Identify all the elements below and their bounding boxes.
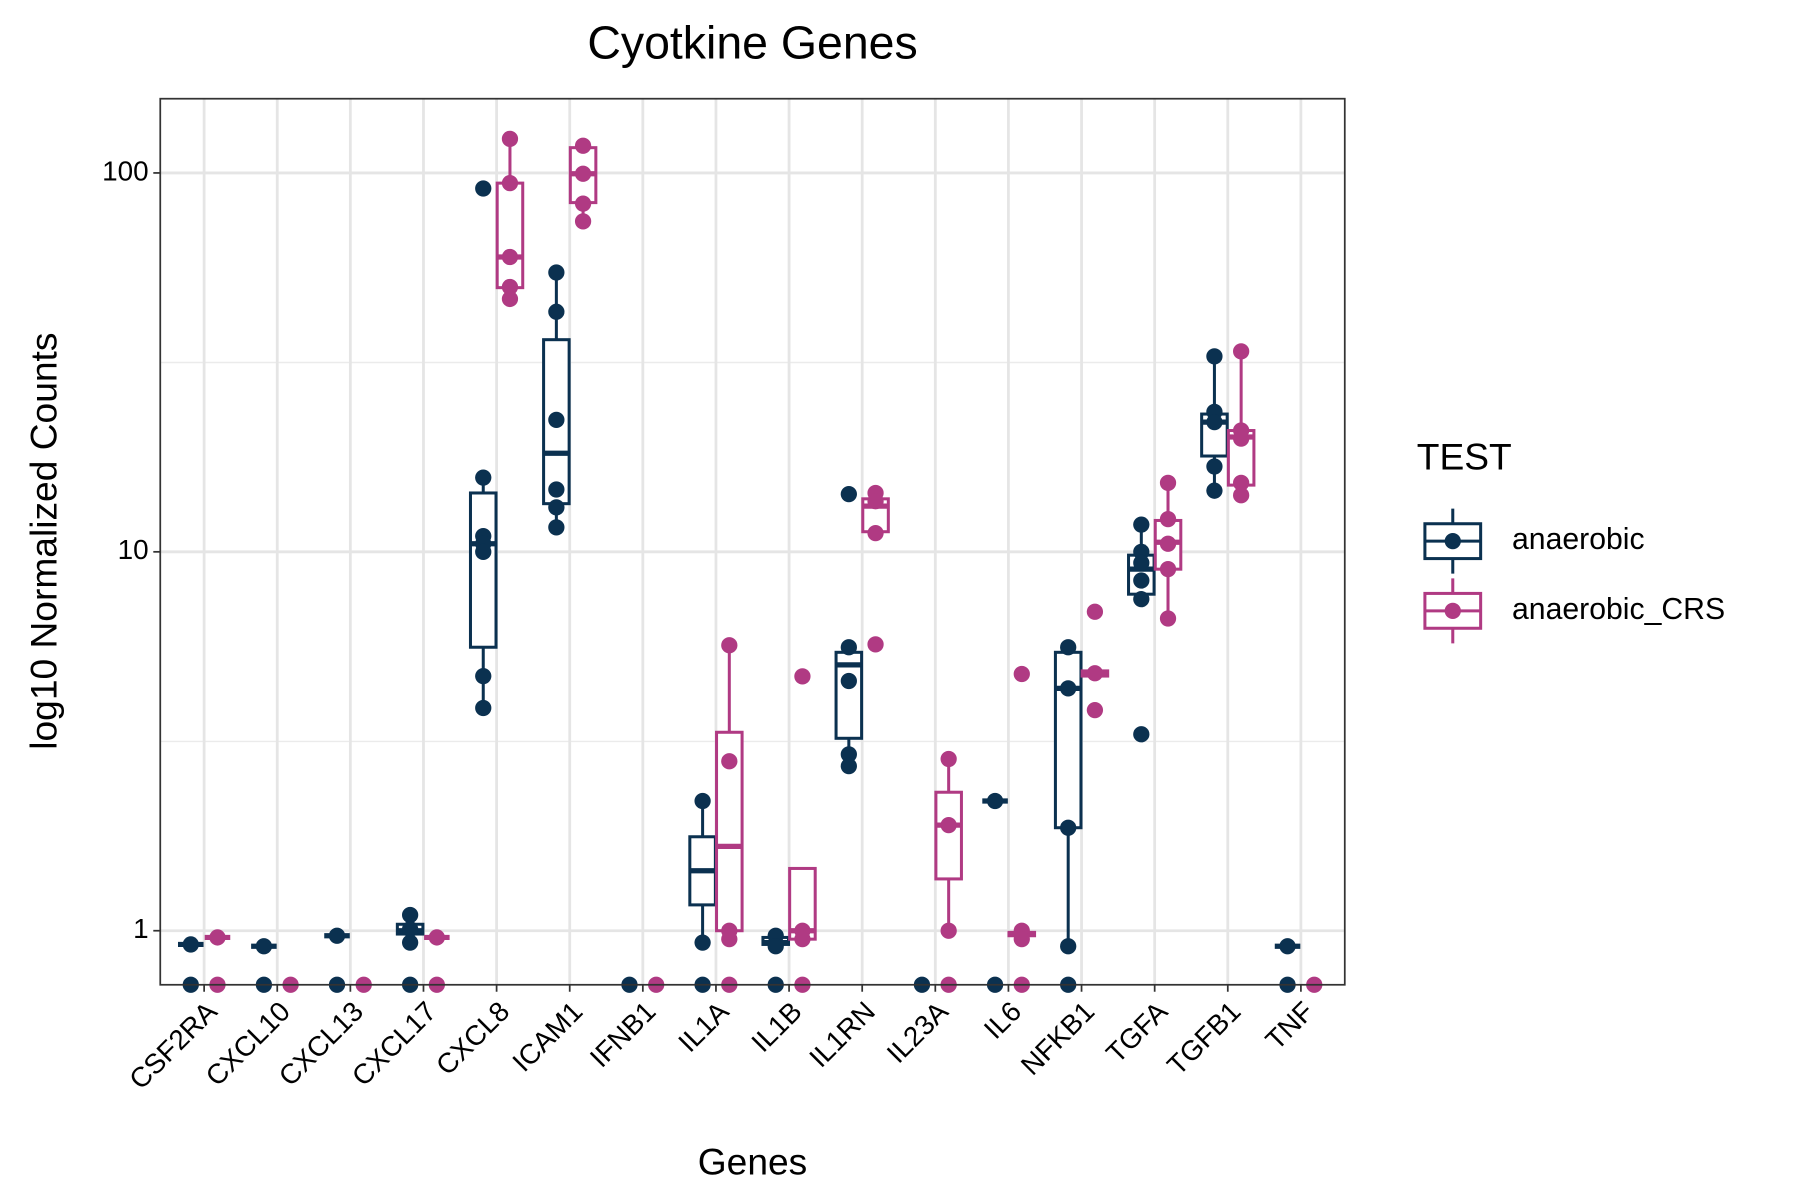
point	[475, 180, 492, 197]
point	[574, 195, 592, 212]
point	[548, 499, 565, 516]
point	[840, 746, 857, 763]
point	[501, 278, 519, 296]
point	[1206, 458, 1223, 475]
point	[1133, 572, 1150, 589]
point	[721, 931, 738, 948]
point	[940, 750, 957, 768]
point	[840, 639, 857, 656]
point	[548, 411, 565, 428]
panel-border	[159, 97, 1346, 986]
point	[402, 934, 419, 951]
legend-label: anaerobic	[1512, 523, 1645, 556]
point	[255, 938, 273, 955]
point	[501, 174, 519, 192]
point	[548, 519, 565, 536]
point	[867, 525, 884, 542]
point	[1233, 474, 1250, 492]
point	[1060, 819, 1077, 836]
point	[328, 927, 346, 944]
point	[182, 936, 199, 953]
point	[940, 816, 957, 834]
point	[1013, 931, 1030, 948]
point	[1279, 938, 1296, 955]
point	[1206, 482, 1223, 499]
point	[986, 792, 1004, 810]
point	[1233, 487, 1250, 504]
point	[501, 248, 519, 266]
point	[548, 264, 565, 281]
point	[1086, 603, 1104, 620]
point	[940, 922, 957, 939]
x-axis-title: Genes	[698, 1141, 807, 1183]
legend-title: TEST	[1417, 436, 1512, 478]
point	[574, 213, 592, 230]
point	[694, 934, 711, 951]
point	[1133, 516, 1150, 533]
point	[548, 303, 565, 320]
point	[475, 667, 492, 685]
point	[1206, 413, 1223, 431]
legend-label: anaerobic_CRS	[1512, 593, 1725, 626]
point	[1060, 938, 1077, 955]
chart-title: Cyotkine Genes	[587, 17, 917, 69]
point	[475, 469, 492, 486]
point	[1233, 430, 1250, 447]
point	[694, 792, 711, 810]
point	[1060, 639, 1077, 656]
point	[1159, 510, 1177, 528]
point	[574, 165, 592, 182]
point	[1159, 474, 1177, 492]
point	[501, 130, 519, 148]
point	[475, 699, 492, 717]
point	[1159, 561, 1177, 578]
point	[574, 137, 592, 154]
point	[548, 481, 565, 498]
point	[840, 485, 857, 503]
y-tick-label: 100	[102, 155, 148, 186]
point	[767, 938, 784, 955]
point	[1086, 665, 1104, 682]
point	[794, 668, 811, 685]
point	[1206, 348, 1223, 365]
y-axis-title: log10 Normalized Counts	[22, 333, 64, 750]
box	[934, 790, 963, 881]
box	[1053, 650, 1083, 830]
point	[1133, 726, 1150, 743]
point	[402, 906, 419, 924]
legend-point	[1444, 602, 1461, 619]
box	[468, 491, 498, 649]
legend-point	[1444, 533, 1461, 550]
point	[428, 929, 445, 946]
point	[1013, 665, 1030, 683]
point	[867, 493, 884, 510]
point	[721, 753, 738, 770]
point	[1159, 535, 1177, 552]
point	[1133, 591, 1150, 608]
point	[402, 920, 419, 938]
point	[794, 931, 811, 948]
point	[475, 543, 492, 560]
point	[1159, 610, 1177, 627]
point	[840, 757, 857, 775]
point	[209, 929, 226, 946]
y-tick-label: 10	[118, 534, 149, 565]
point	[840, 672, 857, 690]
point	[1233, 343, 1250, 360]
point	[1060, 680, 1077, 697]
point	[1133, 554, 1150, 572]
y-tick-label: 1	[133, 913, 149, 944]
point	[501, 290, 519, 308]
point	[721, 637, 738, 654]
point	[867, 636, 884, 653]
box	[495, 181, 525, 290]
point	[1086, 702, 1104, 719]
